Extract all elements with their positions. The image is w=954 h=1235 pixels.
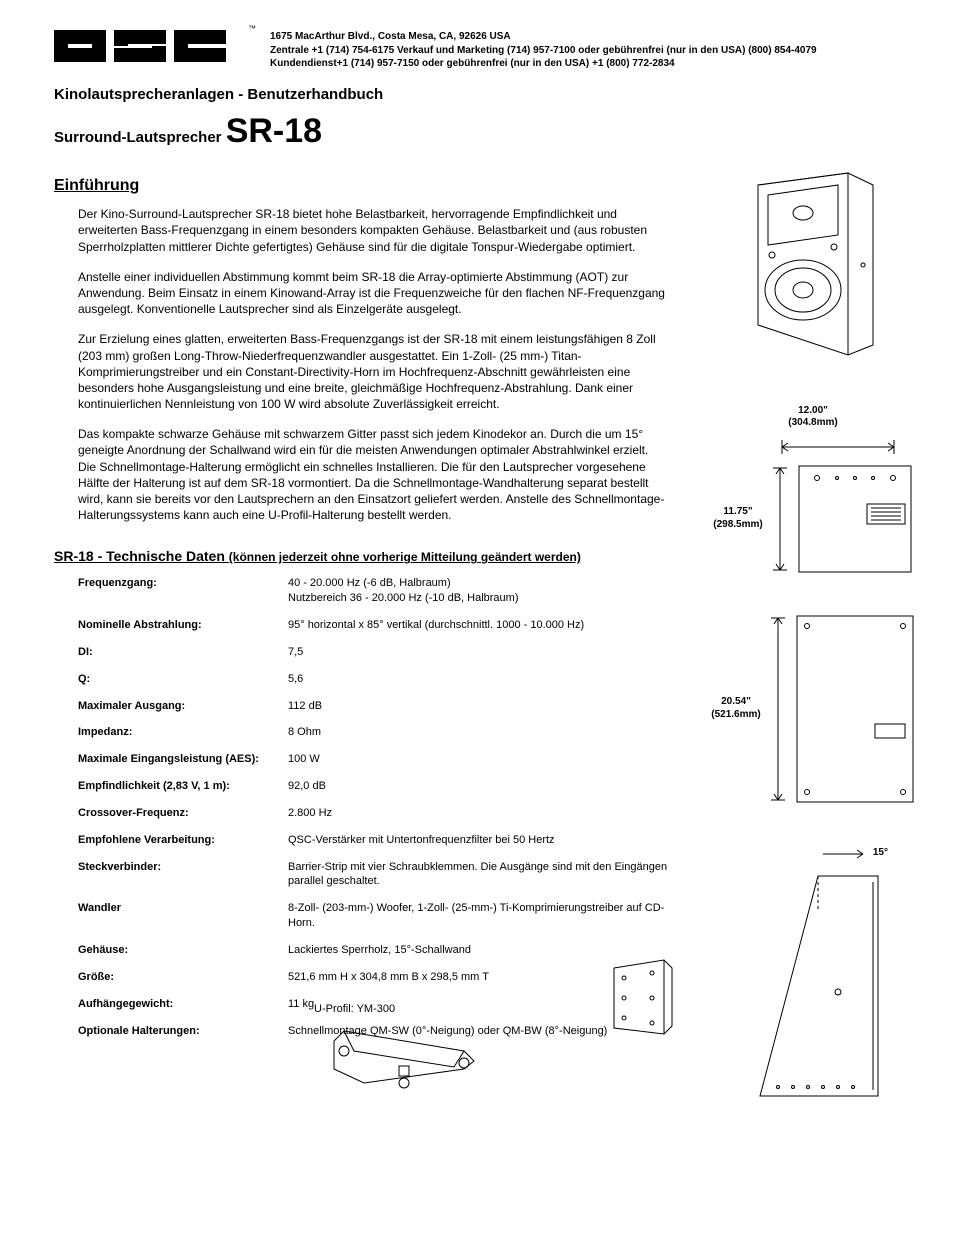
spec-label: Nominelle Abstrahlung: — [78, 612, 288, 639]
table-row: Gehäuse:Lackiertes Sperrholz, 15°-Schall… — [78, 937, 678, 964]
spec-value: QSC-Verstärker mit Untertonfrequenzfilte… — [288, 827, 678, 854]
spec-heading-prefix: SR-18 - Technische Daten — [54, 548, 229, 564]
spec-label: Gehäuse: — [78, 937, 288, 964]
qsc-logo — [54, 24, 234, 68]
table-row: Nominelle Abstrahlung:95° horizontal x 8… — [78, 612, 678, 639]
company-address: 1675 MacArthur Blvd., Costa Mesa, CA, 92… — [270, 24, 817, 71]
product-model: SR-18 — [226, 112, 322, 150]
spec-value: 5,6 — [288, 666, 678, 693]
spec-label: Größe: — [78, 964, 288, 991]
table-row: Empfindlichkeit (2,83 V, 1 m):92,0 dB — [78, 773, 678, 800]
table-row: Frequenzgang:40 - 20.000 Hz (-6 dB, Halb… — [78, 570, 678, 612]
top-view-block: 12.00" (304.8mm) 11.75" (298.5mm) — [713, 405, 912, 574]
spec-value: 7,5 — [288, 639, 678, 666]
rear-view-block: 20.54" (521.6mm) — [711, 614, 914, 804]
table-row: Maximale Eingangsleistung (AES):100 W — [78, 746, 678, 773]
table-row: Größe:521,6 mm H x 304,8 mm B x 298,5 mm… — [78, 964, 678, 991]
spec-label: Wandler — [78, 895, 288, 937]
table-row: Impedanz:8 Ohm — [78, 719, 678, 746]
speaker-3d-view — [738, 165, 888, 365]
spec-label: Steckverbinder: — [78, 854, 288, 896]
spec-heading: SR-18 - Technische Daten (können jederze… — [54, 547, 694, 566]
spec-value: 95° horizontal x 85° vertikal (durchschn… — [288, 612, 678, 639]
table-row: Steckverbinder:Barrier-Strip mit vier Sc… — [78, 854, 678, 896]
main-column: Einführung Der Kino-Surround-Lautspreche… — [54, 165, 694, 1102]
address-line-3: Kundendienst+1 (714) 957-7150 oder gebüh… — [270, 57, 817, 71]
speaker-side-view — [738, 872, 888, 1102]
side-view-block: 15° — [738, 844, 888, 1102]
product-prefix: Surround-Lautsprecher — [54, 129, 226, 146]
accessory-illustrations: U-Profil: YM-300 — [314, 1002, 694, 1101]
intro-p4: Das kompakte schwarze Gehäuse mit schwar… — [78, 426, 668, 523]
spec-label: DI: — [78, 639, 288, 666]
dim-angle-arrow — [819, 844, 869, 864]
intro-p1: Der Kino-Surround-Lautsprecher SR-18 bie… — [78, 206, 668, 255]
spec-value: 2.800 Hz — [288, 800, 678, 827]
spec-label: Maximale Eingangsleistung (AES): — [78, 746, 288, 773]
intro-heading: Einführung — [54, 175, 694, 197]
table-row: Wandler8-Zoll- (203-mm-) Woofer, 1-Zoll-… — [78, 895, 678, 937]
spec-label: Empfindlichkeit (2,83 V, 1 m): — [78, 773, 288, 800]
spec-label: Empfohlene Verarbeitung: — [78, 827, 288, 854]
table-row: Maximaler Ausgang:112 dB — [78, 693, 678, 720]
spec-label: Q: — [78, 666, 288, 693]
table-row: Q:5,6 — [78, 666, 678, 693]
spec-value: 40 - 20.000 Hz (-6 dB, Halbraum) Nutzber… — [288, 570, 678, 612]
spec-value: Barrier-Strip mit vier Schraubklemmen. D… — [288, 854, 678, 896]
side-diagrams: 12.00" (304.8mm) 11.75" (298.5mm) — [718, 165, 908, 1102]
spec-heading-suffix: (können jederzeit ohne vorherige Mitteil… — [229, 550, 581, 564]
address-line-1: 1675 MacArthur Blvd., Costa Mesa, CA, 92… — [270, 30, 817, 44]
spec-table: Frequenzgang:40 - 20.000 Hz (-6 dB, Halb… — [78, 570, 678, 1044]
product-title: Surround-Lautsprecher SR-18 — [54, 109, 920, 155]
yoke-bracket-icon — [314, 1021, 494, 1101]
trademark: ™ — [248, 24, 256, 35]
spec-label: Aufhängegewicht: — [78, 991, 288, 1018]
dim-depth: 11.75" (298.5mm) — [713, 506, 762, 531]
address-line-2: Zentrale +1 (714) 754-6175 Verkauf und M… — [270, 44, 817, 58]
wall-bracket-icon — [604, 958, 684, 1038]
table-row: Empfohlene Verarbeitung:QSC-Verstärker m… — [78, 827, 678, 854]
dim-width: 12.00" (304.8mm) — [788, 405, 837, 430]
dim-width-arrow — [728, 438, 898, 456]
spec-value: 8 Ohm — [288, 719, 678, 746]
dim-depth-arrow — [771, 464, 789, 574]
spec-value: 100 W — [288, 746, 678, 773]
dim-height: 20.54" (521.6mm) — [711, 696, 760, 721]
spec-label: Impedanz: — [78, 719, 288, 746]
spec-label: Crossover-Frequenz: — [78, 800, 288, 827]
speaker-top-view — [797, 464, 913, 574]
spec-label: Maximaler Ausgang: — [78, 693, 288, 720]
doc-subtitle: Kinolautsprecheranlagen - Benutzerhandbu… — [54, 85, 920, 105]
table-row: Crossover-Frequenz:2.800 Hz — [78, 800, 678, 827]
spec-value: 112 dB — [288, 693, 678, 720]
intro-p2: Anstelle einer individuellen Abstimmung … — [78, 269, 668, 318]
spec-label: Frequenzgang: — [78, 570, 288, 612]
table-row: DI:7,5 — [78, 639, 678, 666]
dim-angle: 15° — [873, 847, 888, 860]
spec-value: 92,0 dB — [288, 773, 678, 800]
spec-value: 8-Zoll- (203-mm-) Woofer, 1-Zoll- (25-mm… — [288, 895, 678, 937]
intro-p3: Zur Erzielung eines glatten, erweiterten… — [78, 331, 668, 412]
dim-height-arrow — [769, 614, 787, 804]
speaker-rear-view — [795, 614, 915, 804]
spec-label: Optionale Halterungen: — [78, 1018, 288, 1045]
header: ™ 1675 MacArthur Blvd., Costa Mesa, CA, … — [54, 24, 920, 71]
